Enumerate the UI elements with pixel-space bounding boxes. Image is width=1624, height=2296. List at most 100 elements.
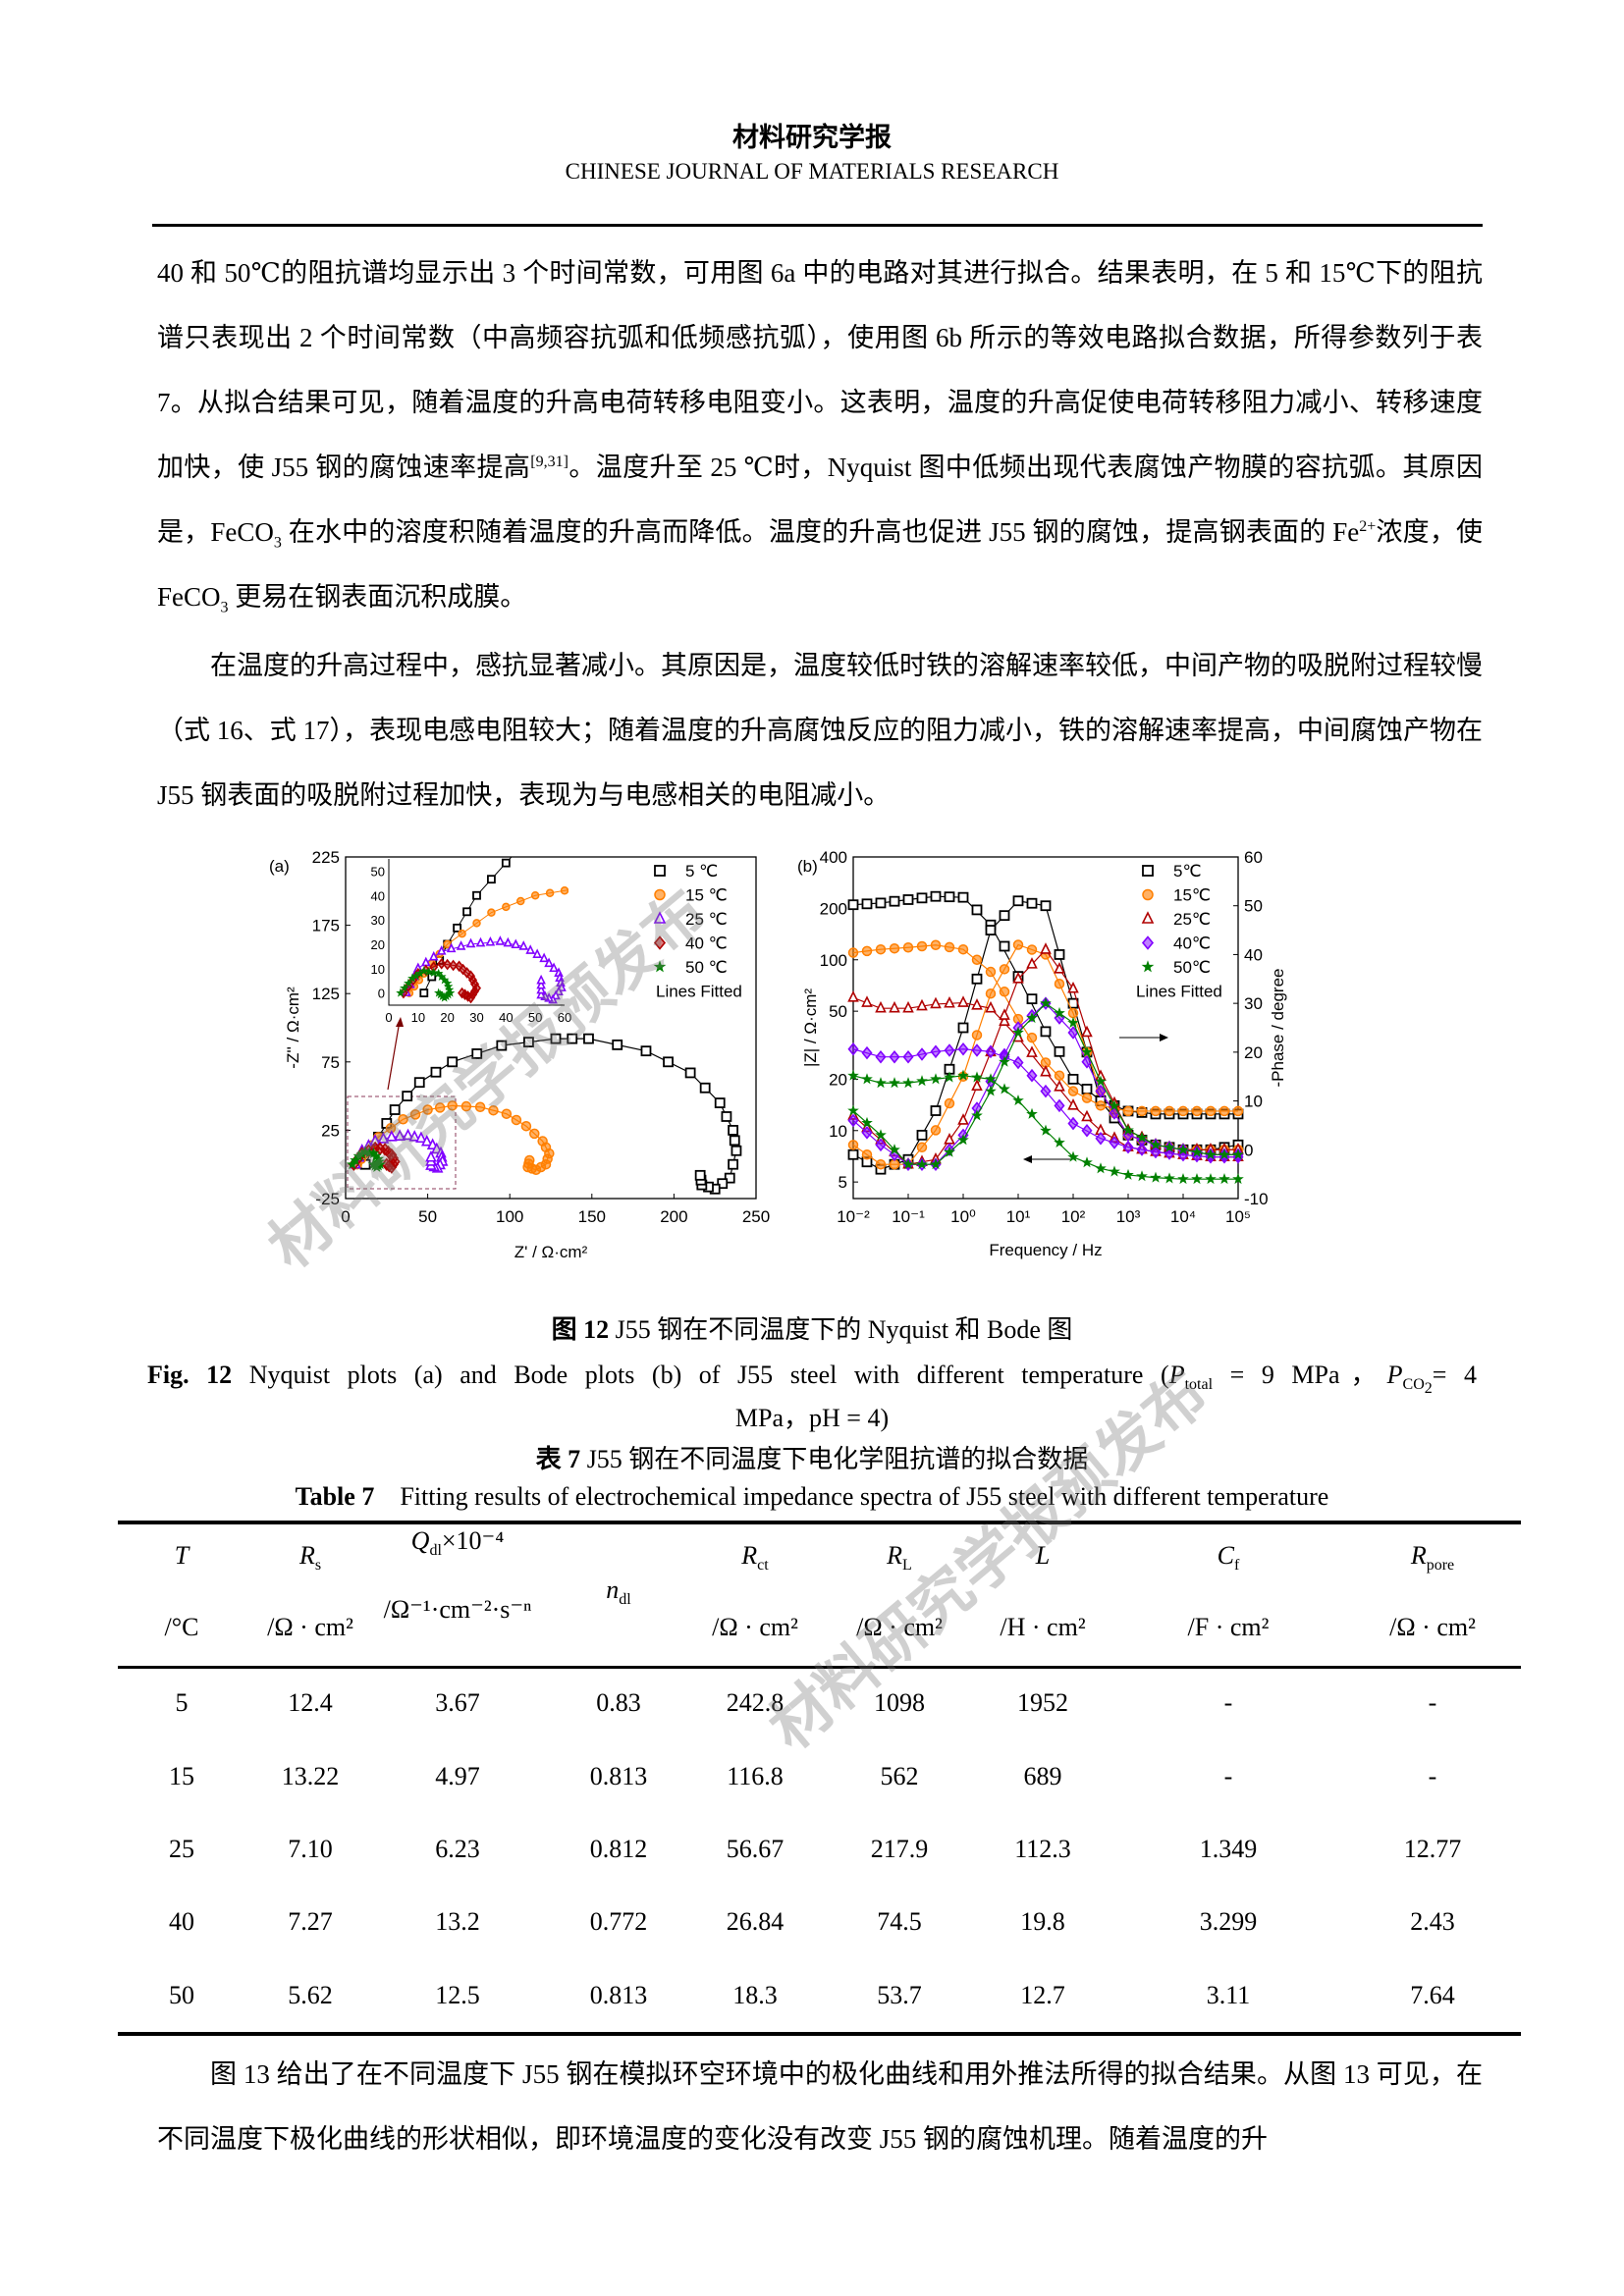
data-point <box>1040 1064 1052 1077</box>
x-tick-label: 150 <box>578 1207 606 1226</box>
table-cell: 5 <box>175 1688 189 1717</box>
table-cell: 3.67 <box>435 1688 480 1717</box>
data-point <box>474 1101 486 1112</box>
y-tick-label: 100 <box>820 951 847 970</box>
data-point <box>523 1037 534 1048</box>
data-point <box>971 973 983 985</box>
table-cell: 53.7 <box>877 1981 922 2009</box>
data-point <box>847 1069 859 1081</box>
data-point <box>1026 957 1038 969</box>
legend-label: 50 ℃ <box>685 958 728 977</box>
table-cell: 112.3 <box>1014 1835 1071 1863</box>
text-segment: 在水中的溶度积随着温度的升高而降低。温度的升高也促进 J55 钢的腐蚀，提高钢表… <box>281 517 1360 547</box>
table-bottom-rule <box>118 2032 1521 2036</box>
figure-caption-cn: 图 12 J55 钢在不同温度下的 Nyquist 和 Bode 图 <box>551 1315 1073 1344</box>
legend-marker <box>1141 911 1155 924</box>
data-point <box>999 910 1010 922</box>
data-point <box>511 1114 522 1126</box>
data-point <box>536 988 546 999</box>
table-cell: 116.8 <box>727 1762 784 1790</box>
y2-tick-label: 0 <box>1244 1141 1253 1159</box>
arrow-right-icon <box>1160 1034 1168 1041</box>
data-point <box>916 998 928 1011</box>
table-cell: 13.2 <box>435 1907 480 1936</box>
plot-frame <box>345 856 757 1200</box>
table-cell: 0.813 <box>589 1981 648 2009</box>
data-point <box>1191 1173 1203 1185</box>
data-point <box>889 895 900 907</box>
data-point <box>1040 900 1052 912</box>
column-unit: /Ω⁻¹·cm⁻²·s⁻ⁿ <box>383 1595 532 1624</box>
figure-caption-en: Fig. 12 Nyquist plots (a) and Bode plots… <box>147 1361 1477 1398</box>
data-point <box>1054 949 1065 960</box>
inset-y-tick-label: 30 <box>371 913 385 928</box>
legend-label: 40 ℃ <box>685 934 728 953</box>
data-point <box>699 1082 711 1094</box>
table-cell: 15 <box>169 1762 194 1790</box>
data-point <box>549 962 559 973</box>
data-point <box>449 959 459 972</box>
data-point <box>999 1083 1010 1095</box>
inset-x-tick-label: 10 <box>411 1010 425 1025</box>
column-unit: /F · cm² <box>1187 1613 1270 1641</box>
table-cell: 12.5 <box>435 1981 480 2009</box>
data-point <box>971 954 983 966</box>
data-point <box>1040 942 1052 954</box>
data-point <box>721 1111 732 1122</box>
inset-x-tick-label: 30 <box>469 1010 483 1025</box>
data-point <box>1069 912 1076 919</box>
data-point <box>1177 1105 1189 1117</box>
legend-label: 15 ℃ <box>685 886 728 905</box>
data-point <box>394 1129 406 1141</box>
header-rule <box>152 224 1483 227</box>
inset-x-tick-label: 40 <box>499 1010 513 1025</box>
column-header: ndl <box>606 1575 631 1609</box>
data-point <box>545 888 555 898</box>
data-point <box>436 971 447 982</box>
data-point <box>944 1097 955 1109</box>
data-point <box>1081 1045 1093 1057</box>
column-unit: /Ω · cm² <box>856 1613 943 1641</box>
data-point <box>902 1158 914 1170</box>
table-cell: 12.4 <box>288 1688 333 1717</box>
data-point <box>744 983 751 989</box>
data-point <box>386 1130 398 1142</box>
data-point <box>861 1045 873 1060</box>
data-point <box>488 1104 499 1116</box>
data-point <box>847 1041 859 1056</box>
legend-label: 15℃ <box>1173 886 1211 905</box>
table-cell: 0.772 <box>589 1907 648 1936</box>
text-segment: 3 <box>273 534 282 552</box>
data-point <box>1205 1148 1217 1160</box>
data-point <box>916 1047 928 1061</box>
data-point <box>1012 1055 1024 1070</box>
data-point <box>1012 939 1024 950</box>
data-point <box>575 884 582 891</box>
data-point <box>971 1030 983 1041</box>
data-point <box>1036 862 1043 869</box>
series-4 <box>346 1146 386 1172</box>
data-point <box>985 1085 997 1096</box>
data-point <box>501 858 511 868</box>
legend-marker <box>1142 865 1154 877</box>
data-point <box>447 1100 458 1111</box>
legend-marker <box>653 960 667 973</box>
arrow-head-icon <box>396 1017 404 1027</box>
text-segment: [9,31] <box>530 454 568 470</box>
data-point <box>475 936 486 947</box>
data-point <box>999 940 1010 952</box>
plot-frame <box>852 856 1239 1200</box>
data-point <box>367 1158 380 1170</box>
data-point <box>485 935 496 946</box>
data-point <box>413 1077 425 1089</box>
data-point <box>1109 1136 1120 1149</box>
column-header: Cf <box>1217 1541 1240 1575</box>
data-point <box>1205 1105 1217 1117</box>
column-header: Rpore <box>1410 1541 1455 1575</box>
x-tick-label: 10² <box>1061 1207 1086 1226</box>
data-point <box>487 908 496 917</box>
data-point <box>443 958 453 971</box>
data-point <box>1054 1006 1065 1019</box>
data-point <box>944 891 955 903</box>
